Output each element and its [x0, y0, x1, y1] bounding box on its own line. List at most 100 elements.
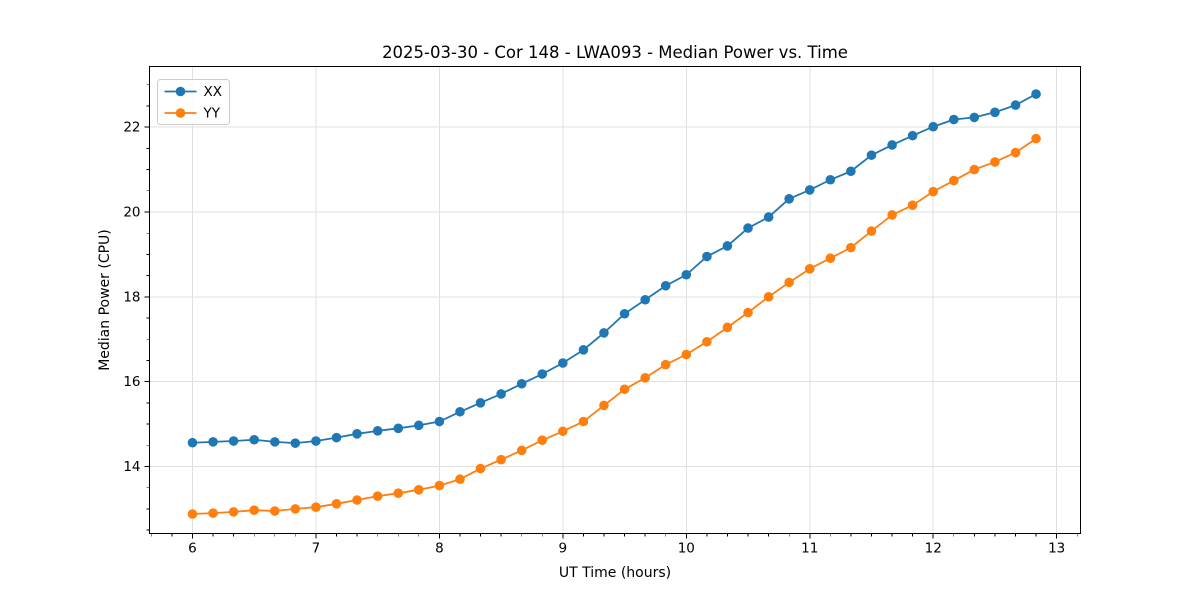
- data-point: [475, 463, 486, 474]
- data-point: [887, 210, 897, 220]
- data-point: [907, 130, 918, 141]
- legend-label: YY: [203, 106, 221, 122]
- data-point: [455, 406, 465, 417]
- y-tick-label: 18: [123, 289, 140, 305]
- data-point: [681, 349, 692, 360]
- data-point: [763, 292, 774, 302]
- data-point: [619, 384, 630, 395]
- data-point: [270, 437, 280, 447]
- legend-marker: [175, 108, 186, 118]
- data-point: [784, 277, 794, 288]
- data-point: [660, 280, 671, 291]
- data-point: [866, 150, 877, 160]
- data-point: [763, 212, 774, 222]
- data-point: [496, 454, 506, 465]
- data-series: [187, 89, 1041, 519]
- data-point: [825, 174, 836, 185]
- x-tick-label: 13: [1048, 541, 1065, 557]
- data-point: [928, 186, 939, 197]
- data-point: [1010, 100, 1021, 110]
- series-line: [192, 93, 1037, 445]
- data-point: [558, 358, 568, 368]
- y-tick-label: 20: [123, 204, 140, 220]
- legend-marker: [175, 86, 186, 97]
- data-point: [722, 241, 733, 251]
- axis-tick-labels: 6 7 8 9 10 11 12 13 14 16 18 20 22: [123, 120, 1065, 557]
- data-point: [208, 437, 218, 447]
- data-point: [1031, 89, 1041, 99]
- data-point: [475, 398, 486, 408]
- x-tick-label: 11: [801, 541, 818, 557]
- data-point: [619, 308, 630, 319]
- y-tick-label: 16: [123, 374, 140, 390]
- data-point: [434, 416, 445, 427]
- plot-border: [149, 66, 1081, 534]
- data-point: [352, 495, 362, 505]
- x-tick-label: 10: [678, 541, 695, 557]
- data-point: [578, 416, 589, 427]
- data-point: [990, 107, 1000, 118]
- data-point: [331, 499, 342, 509]
- x-tick-label: 6: [188, 541, 197, 557]
- series-yy: [187, 133, 1041, 519]
- data-point: [393, 423, 404, 434]
- data-point: [969, 164, 980, 175]
- data-point: [270, 506, 280, 516]
- data-point: [208, 508, 218, 518]
- x-tick-label: 7: [312, 541, 321, 557]
- data-point: [660, 359, 671, 370]
- data-point: [393, 488, 404, 499]
- axes-spines: [149, 66, 1081, 534]
- data-point: [1031, 133, 1041, 144]
- data-point: [434, 480, 445, 491]
- data-point: [187, 437, 198, 448]
- y-axis-label: Median Power (CPU): [97, 229, 113, 371]
- data-point: [455, 474, 465, 485]
- data-point: [228, 507, 239, 517]
- data-point: [804, 185, 815, 195]
- data-point: [249, 505, 259, 515]
- data-point: [866, 226, 877, 236]
- data-point: [537, 435, 548, 445]
- data-point: [331, 432, 342, 443]
- data-point: [599, 400, 609, 411]
- data-point: [990, 157, 1000, 167]
- x-tick-label: 12: [925, 541, 942, 557]
- x-tick-label: 8: [435, 541, 444, 557]
- data-point: [640, 294, 650, 305]
- data-point: [228, 436, 239, 446]
- x-axis-label: UT Time (hours): [559, 565, 671, 581]
- data-point: [516, 445, 527, 456]
- data-point: [352, 429, 362, 439]
- data-point: [599, 328, 609, 338]
- gridlines: [149, 66, 1081, 534]
- data-point: [311, 502, 321, 512]
- data-point: [743, 307, 753, 318]
- data-point: [290, 438, 301, 448]
- data-point: [928, 121, 939, 132]
- data-point: [949, 114, 959, 125]
- data-point: [846, 242, 856, 253]
- data-point: [702, 251, 712, 262]
- data-point: [249, 434, 259, 445]
- data-point: [537, 369, 548, 379]
- series-line: [192, 137, 1037, 515]
- data-point: [722, 322, 733, 333]
- data-point: [372, 426, 383, 436]
- data-point: [311, 436, 321, 446]
- data-point: [825, 253, 836, 264]
- x-tick-label: 9: [559, 541, 568, 557]
- data-point: [496, 389, 506, 399]
- y-tick-label: 22: [123, 120, 140, 136]
- data-point: [413, 485, 424, 495]
- data-point: [290, 504, 301, 514]
- data-point: [784, 194, 794, 204]
- data-point: [846, 166, 856, 177]
- legend: XX YY: [157, 79, 230, 125]
- data-point: [887, 140, 897, 150]
- data-point: [681, 269, 692, 280]
- data-point: [969, 112, 980, 123]
- axis-ticks: [144, 84, 1078, 539]
- data-point: [413, 420, 424, 431]
